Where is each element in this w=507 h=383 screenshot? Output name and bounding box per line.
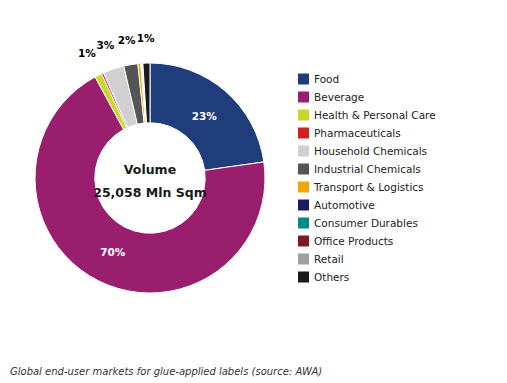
legend-label: Retail	[314, 253, 344, 265]
legend-swatch	[298, 92, 309, 103]
pie	[35, 63, 265, 293]
legend-swatch	[298, 254, 309, 265]
legend-label: Food	[314, 73, 339, 85]
legend-swatch	[298, 146, 309, 157]
legend-swatch	[298, 128, 309, 139]
data-labels: 23%70%1%3%2%1%	[78, 32, 217, 258]
legend-label: Transport & Logistics	[313, 181, 424, 193]
data-label: 70%	[100, 246, 126, 258]
legend-swatch	[298, 218, 309, 229]
chart: 23%70%1%3%2%1%Volume25,058 Mln SqmFoodBe…	[0, 0, 507, 383]
legend-label: Automotive	[314, 199, 375, 211]
legend-label: Consumer Durables	[314, 217, 418, 229]
caption: Global end-user markets for glue-applied…	[10, 366, 322, 377]
legend-label: Office Products	[314, 235, 393, 247]
legend-swatch	[298, 236, 309, 247]
legend-label: Pharmaceuticals	[314, 127, 401, 139]
legend-swatch	[298, 182, 309, 193]
title: Volume	[124, 162, 176, 177]
legend-label: Industrial Chemicals	[314, 163, 421, 175]
legend-label: Household Chemicals	[314, 145, 427, 157]
data-label: 2%	[118, 34, 136, 46]
data-label: 23%	[192, 110, 218, 122]
data-label: 1%	[78, 47, 96, 59]
legend-swatch	[298, 110, 309, 121]
data-label: 3%	[96, 39, 114, 51]
slice	[150, 63, 264, 170]
slice	[143, 63, 150, 123]
legend-swatch	[298, 200, 309, 211]
legend-label: Others	[314, 271, 349, 283]
legend: Food Beverage Health & Personal Care Pharma…	[298, 73, 436, 283]
data-label: 1%	[137, 32, 155, 44]
legend-swatch	[298, 164, 309, 175]
legend-label: Health & Personal Care	[314, 109, 436, 121]
legend-label: Beverage	[314, 91, 364, 103]
legend-swatch	[298, 74, 309, 85]
subtitle: 25,058 Mln Sqm	[93, 185, 207, 200]
legend-swatch	[298, 272, 309, 283]
